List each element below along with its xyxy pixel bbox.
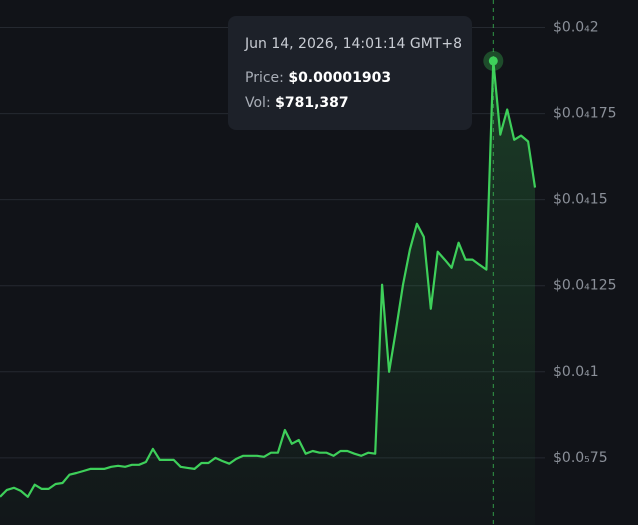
y-tick-label: $0.0₄15 — [553, 192, 608, 208]
tooltip-label: Price: $0.00001903 — [245, 70, 391, 86]
tooltip-title: Jun 14, 2026, 14:01:14 GMT+8 — [244, 36, 462, 52]
y-tick-label: $0.0₅75 — [553, 450, 608, 466]
tooltip-value: $0.00001903 — [288, 70, 391, 86]
area — [0, 60, 535, 525]
y-tick-label: $0.0₄2 — [553, 20, 599, 36]
tooltip-label: Vol: $781,387 — [245, 95, 349, 111]
tooltip-box — [228, 16, 472, 130]
y-tick-label: $0.0₄125 — [553, 278, 617, 294]
tooltip-label: Vol: — [245, 95, 271, 111]
tooltip-value: $781,387 — [275, 95, 349, 111]
y-tick-label: $0.0₄175 — [553, 106, 617, 122]
active-point — [488, 56, 498, 66]
tooltip: Jun 14, 2026, 14:01:14 GMT+8 Price: $0.0… — [228, 16, 472, 130]
plot — [0, 0, 537, 525]
price-line — [0, 59, 537, 498]
y-tick-label: $0.0₄1 — [553, 364, 599, 380]
tooltip-label: Price: — [245, 70, 284, 86]
grid: $0.0₄2 $0.0₄175 $0.0₄15 $0.0₄125 $0.0₄1 $0.0₅… — [0, 20, 617, 466]
